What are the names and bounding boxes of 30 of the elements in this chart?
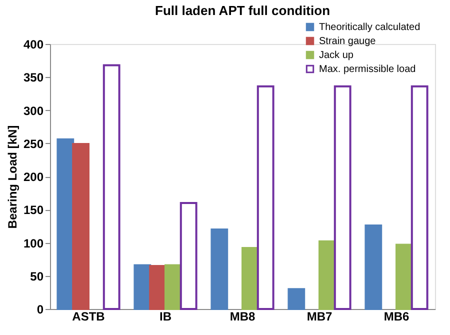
x-tick-label: IB (160, 310, 172, 324)
bar (72, 143, 90, 310)
x-tick-label: ASTB (72, 310, 106, 324)
bar (256, 85, 274, 310)
chart-title: Full laden APT full condition (154, 3, 330, 18)
y-tick-label: 0 (36, 302, 44, 316)
y-tick-label: 400 (23, 38, 44, 52)
y-tick-label: 350 (23, 70, 44, 85)
x-tick-label: MB8 (230, 310, 256, 324)
y-tick-label: 50 (30, 269, 44, 284)
bar (410, 85, 428, 310)
bar (180, 202, 198, 310)
y-tick-label: 300 (23, 104, 44, 118)
x-tick-label: MB6 (384, 310, 410, 324)
y-tick-label: 100 (23, 236, 44, 250)
y-tick-label: 200 (23, 170, 44, 184)
y-tick-label: 250 (23, 136, 44, 151)
y-tick-label: 150 (23, 203, 44, 218)
y-axis-title: Bearing Load [kN] (5, 125, 20, 229)
legend-label: Strain gauge (319, 36, 376, 47)
bar (210, 228, 228, 310)
bar (102, 64, 120, 310)
legend-label: Max. permissible load (319, 64, 416, 75)
bar (396, 244, 413, 310)
bar (288, 288, 306, 310)
bar (364, 224, 382, 310)
legend-label: Jack up (319, 50, 354, 61)
x-tick-label: MB7 (306, 310, 332, 324)
legend-label: Theoritically calculated (319, 22, 420, 33)
bar (334, 85, 352, 310)
